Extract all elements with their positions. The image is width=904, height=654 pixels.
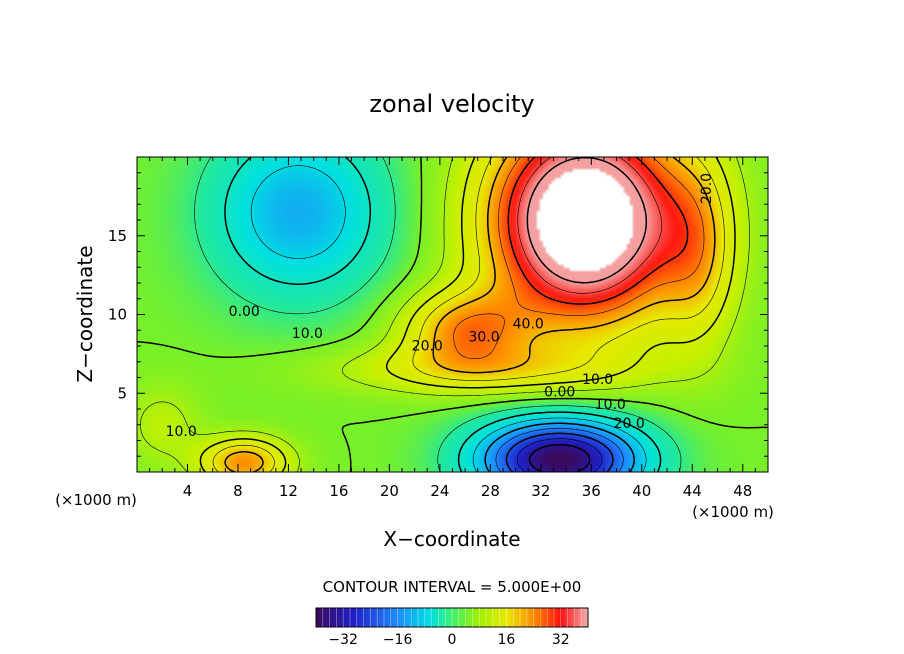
colorbar-tick-label: −32	[328, 632, 358, 648]
contour-line	[517, 157, 663, 294]
contour-line	[505, 432, 614, 472]
contour-label: 20.0	[614, 416, 645, 432]
x-axis-ticks: 4 8 12 16 20 24 28 32 36 40 44 48	[149, 157, 756, 500]
contour-line	[212, 157, 725, 472]
x-tick-label: 36	[582, 482, 601, 500]
contour-label: 10.0	[595, 397, 626, 413]
contour-line	[526, 157, 648, 284]
contour-line	[137, 157, 768, 472]
contour-line	[194, 157, 682, 472]
x-axis-label: X−coordinate	[383, 527, 520, 551]
contour-line	[516, 438, 603, 472]
contour-label: 10.0	[292, 326, 323, 342]
x-tick-label: 48	[733, 482, 752, 500]
x-tick-label: 44	[683, 482, 702, 500]
colorbar-tick-label: −16	[383, 632, 413, 648]
contour-label: 30.0	[468, 329, 499, 345]
x-unit-label-left: (×1000 m)	[55, 491, 137, 509]
x-tick-label: 8	[233, 482, 243, 500]
y-tick-label: 5	[117, 384, 127, 402]
colorbar-tick-label: 32	[552, 632, 570, 648]
contour-labels: 0.00 10.0 10.0 20.0 30.0 40.0 10.0 0.00 10.0 20.0…	[166, 173, 716, 440]
contour-line	[453, 157, 705, 359]
x-tick-label: 28	[481, 482, 500, 500]
x-tick-label: 16	[329, 482, 348, 500]
x-tick-label: 40	[632, 482, 651, 500]
y-tick-label: 15	[108, 227, 127, 245]
contour-line	[224, 157, 716, 472]
contour-lines	[137, 157, 768, 472]
contour-line	[199, 157, 736, 472]
contour-label: 10.0	[582, 372, 613, 388]
contour-label: 10.0	[166, 424, 197, 440]
plot-area: 0.00 10.0 10.0 20.0 30.0 40.0 10.0 0.00 10.0 20.0…	[108, 156, 769, 500]
colorbar-tick-label: 0	[448, 632, 457, 648]
x-tick-label: 24	[430, 482, 449, 500]
contour-line	[507, 157, 689, 305]
contour-label: 0.00	[544, 384, 575, 400]
y-axis-label: Z−coordinate	[73, 245, 97, 382]
contour-label: 40.0	[513, 317, 544, 333]
y-axis-ticks: 5 10 15	[108, 172, 768, 457]
x-tick-label: 20	[380, 482, 399, 500]
contour-label: 0.00	[229, 304, 260, 320]
chart-title: zonal velocity	[369, 90, 534, 118]
contour-line	[250, 165, 647, 472]
x-tick-label: 32	[531, 482, 550, 500]
contour-label: 20.0	[699, 173, 715, 204]
velocity-field	[137, 157, 768, 472]
contour-line	[528, 443, 591, 472]
contour-line	[495, 428, 624, 472]
colorbar: −32 −16 0 16 32	[315, 607, 589, 648]
contour-interval-note: CONTOUR INTERVAL = 5.000E+00	[323, 578, 582, 596]
contour-line	[484, 422, 635, 472]
contour-line	[224, 157, 662, 472]
y-tick-label: 10	[108, 306, 127, 324]
x-tick-label: 4	[183, 482, 193, 500]
colorbar-tick-label: 16	[497, 632, 515, 648]
x-unit-label-right: (×1000 m)	[692, 503, 774, 521]
contour-label: 20.0	[412, 339, 443, 355]
colorbar-ticks: −32 −16 0 16 32	[328, 632, 569, 648]
x-tick-label: 12	[279, 482, 298, 500]
colorbar-dividers	[322, 608, 582, 627]
